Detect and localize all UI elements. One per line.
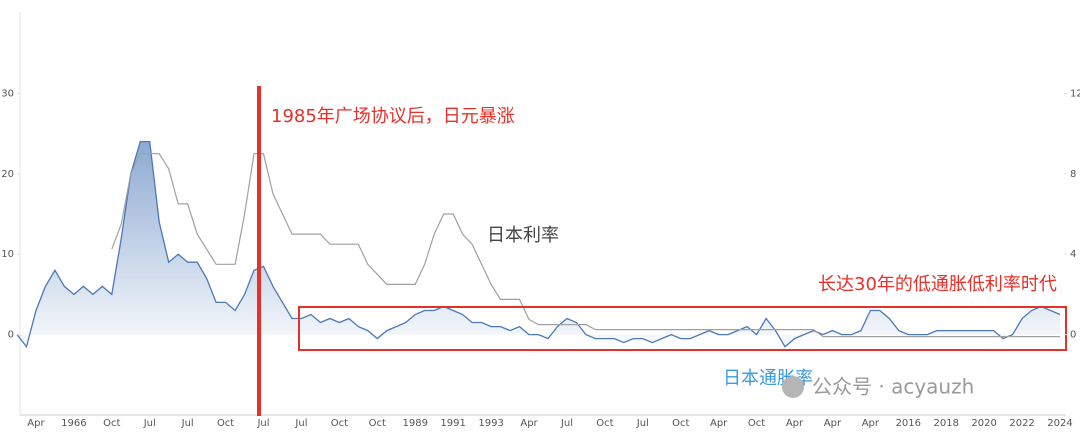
x-tick-label: Jul bbox=[294, 418, 307, 429]
x-tick-label: 1993 bbox=[478, 418, 503, 429]
x-tick-label: 2024 bbox=[1047, 418, 1072, 429]
x-tick-label: Jul bbox=[636, 418, 649, 429]
y-tick-label: 30 bbox=[1, 88, 14, 99]
x-tick-label: Oct bbox=[748, 418, 765, 429]
x-tick-label: Apr bbox=[27, 418, 45, 429]
y-tick-label: 10 bbox=[1, 249, 14, 260]
annotation: 1985年广场协议后，日元暴涨 bbox=[271, 106, 515, 127]
x-tick-label: 2018 bbox=[933, 418, 958, 429]
x-tick-label: Oct bbox=[217, 418, 234, 429]
x-tick-label: Oct bbox=[369, 418, 386, 429]
x-tick-label: 2022 bbox=[1009, 418, 1034, 429]
x-tick-label: Apr bbox=[520, 418, 538, 429]
x-tick-label: 2016 bbox=[896, 418, 921, 429]
x-tick-label: Jul bbox=[181, 418, 194, 429]
x-tick-label: Jul bbox=[256, 418, 269, 429]
y2-tick-label: 12 bbox=[1070, 88, 1080, 99]
x-tick-label: 1991 bbox=[440, 418, 465, 429]
plot bbox=[16, 140, 1061, 349]
y-tick-label: 20 bbox=[1, 169, 14, 180]
x-tick-label: Apr bbox=[710, 418, 728, 429]
x-tick-label: 1989 bbox=[403, 418, 428, 429]
x-tick-label: Oct bbox=[331, 418, 348, 429]
y2-tick-label: 4 bbox=[1070, 249, 1076, 260]
x-tick-label: Oct bbox=[596, 418, 613, 429]
y2-tick-label: 0 bbox=[1070, 330, 1076, 341]
x-tick-label: Oct bbox=[672, 418, 689, 429]
x-tick-label: Jul bbox=[143, 418, 156, 429]
annotation: 日本利率 bbox=[487, 225, 559, 246]
x-tick-label: Apr bbox=[786, 418, 804, 429]
x-tick-label: Apr bbox=[824, 418, 842, 429]
highlight-box bbox=[298, 306, 1067, 351]
x-tick-label: 2020 bbox=[971, 418, 996, 429]
line bbox=[111, 153, 1060, 338]
x-tick-label: Apr bbox=[862, 418, 880, 429]
y-tick-label: 0 bbox=[8, 330, 14, 341]
watermark-icon bbox=[782, 376, 804, 398]
annotation: 长达30年的低通胀低利率时代 bbox=[818, 274, 1057, 295]
x-tick-label: Jul bbox=[560, 418, 573, 429]
x-tick-label: 1966 bbox=[61, 418, 86, 429]
y2-tick-label: 8 bbox=[1070, 169, 1076, 180]
watermark: 公众号 · acyauzh bbox=[812, 375, 974, 399]
x-tick-label: Oct bbox=[103, 418, 120, 429]
line bbox=[16, 140, 1061, 349]
